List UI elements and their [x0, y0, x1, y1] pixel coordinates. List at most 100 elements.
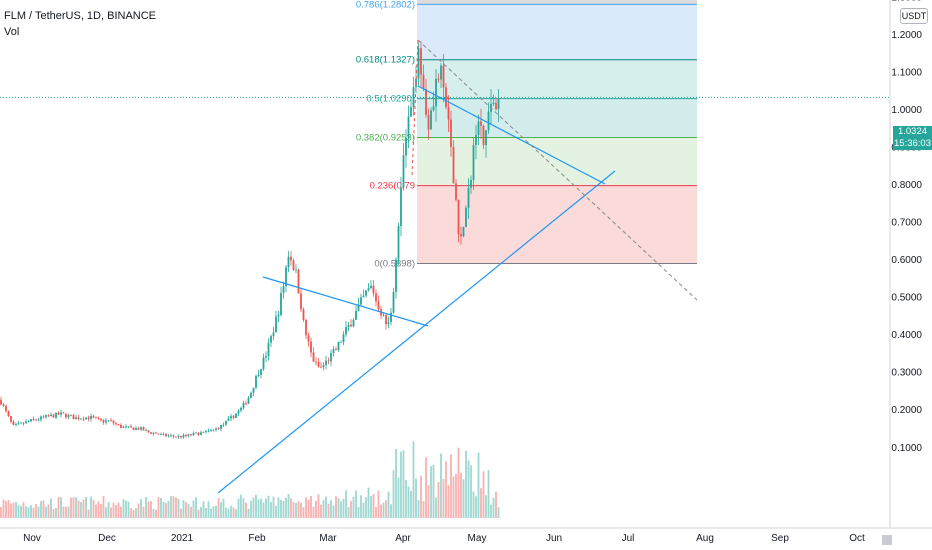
volume-bar [190, 506, 192, 518]
time-axis-background [0, 528, 932, 550]
candle-body [50, 414, 52, 417]
volume-bar [407, 486, 410, 518]
fib-zone-4 [417, 185, 697, 264]
volume-bar [125, 500, 127, 518]
candle-body [137, 428, 140, 430]
candle-body [225, 420, 227, 425]
candle-body [317, 362, 320, 367]
volume-indicator-label[interactable]: Vol [4, 26, 20, 38]
volume-bar [415, 478, 417, 518]
candle-body [232, 416, 235, 418]
volume-bar [460, 472, 462, 518]
volume-bar [197, 509, 200, 518]
candle-body [467, 187, 470, 208]
volume-bar [470, 465, 472, 518]
candle-body [120, 424, 122, 428]
candle-body [390, 312, 392, 323]
volume-bar [327, 503, 330, 518]
price-tick-label: 1.3000 [891, 0, 922, 3]
candle-body [315, 361, 317, 363]
candle-body [182, 434, 185, 438]
candle-body [337, 342, 340, 351]
volume-bar [182, 500, 185, 518]
time-axis[interactable]: Nov Dec 2021 Feb Mar Apr May Jun Jul Aug Sep Oct [0, 527, 932, 550]
candle-body [487, 111, 490, 131]
volume-bar [52, 508, 55, 518]
candle-body [197, 432, 200, 435]
candle-body [205, 431, 207, 433]
fib-level-label: 0.382(0.9253) [356, 133, 415, 144]
candle-body [200, 432, 202, 435]
volume-bar [50, 498, 52, 518]
time-tick-label: Mar [319, 533, 337, 544]
volume-bar [207, 501, 210, 518]
volume-bar [140, 499, 142, 518]
candle-body [282, 286, 285, 293]
price-axis[interactable]: 1.30001.20001.10001.00000.90000.80000.70… [889, 0, 932, 528]
volume-bar [102, 496, 105, 518]
candle-body [127, 426, 130, 428]
candle-body [107, 420, 110, 422]
time-tick-label: Dec [98, 533, 116, 544]
volume-bar [122, 499, 125, 518]
candle-body [365, 290, 367, 296]
volume-bar [360, 495, 362, 518]
candle-body [327, 360, 330, 362]
volume-bar [357, 507, 360, 518]
candle-body [372, 285, 375, 294]
volume-bar [325, 496, 327, 518]
volume-bar [195, 497, 197, 518]
volume-bar [472, 491, 475, 518]
candle-body [497, 99, 500, 110]
volume-bar [267, 495, 270, 518]
volume-bar [55, 507, 57, 518]
volume-bar [137, 503, 140, 518]
candle-body [285, 267, 287, 287]
price-tick-label: 0.2000 [891, 405, 922, 416]
volume-bar [167, 501, 170, 518]
volume-bar [180, 508, 182, 518]
time-tick-label: Sep [771, 533, 789, 544]
candle-body [30, 419, 32, 422]
candle-body [167, 435, 170, 437]
price-tick-label: 1.0000 [891, 105, 922, 116]
volume-bar [155, 509, 157, 518]
volume-bar [145, 497, 147, 518]
volume-bar [25, 506, 27, 518]
volume-bar [112, 502, 115, 518]
volume-bar [487, 469, 490, 518]
candle-body [32, 419, 35, 420]
volume-bar [17, 505, 20, 518]
candle-body [87, 417, 90, 419]
fib-anchor-dashed [411, 39, 419, 176]
candle-body [165, 433, 167, 437]
candle-body [17, 423, 20, 425]
volume-bar [387, 491, 390, 518]
time-tick-label: Apr [395, 533, 411, 544]
candle-body [320, 366, 322, 368]
volume-bar [282, 500, 285, 518]
candle-body [475, 134, 477, 145]
volume-bar [497, 507, 500, 518]
candle-body [150, 432, 152, 434]
candle-body [102, 420, 105, 423]
volume-bar [257, 499, 260, 518]
candle-body [192, 433, 195, 436]
fib-diagonal-dashed [417, 39, 698, 301]
volume-bar [435, 497, 437, 518]
volume-histogram [0, 441, 500, 518]
volume-bar [170, 496, 172, 518]
volume-bar [367, 487, 370, 518]
time-tick-label: May [468, 533, 487, 544]
volume-bar [370, 496, 372, 518]
candle-body [460, 234, 462, 237]
volume-bar [240, 494, 242, 518]
candle-body [257, 374, 260, 377]
volume-bar [447, 485, 450, 518]
candle-body [495, 102, 497, 110]
price-tick-label: 0.1000 [891, 443, 922, 454]
currency-unit-button[interactable]: USDT [900, 8, 928, 24]
candle-body [297, 269, 300, 294]
candle-body [265, 356, 267, 358]
